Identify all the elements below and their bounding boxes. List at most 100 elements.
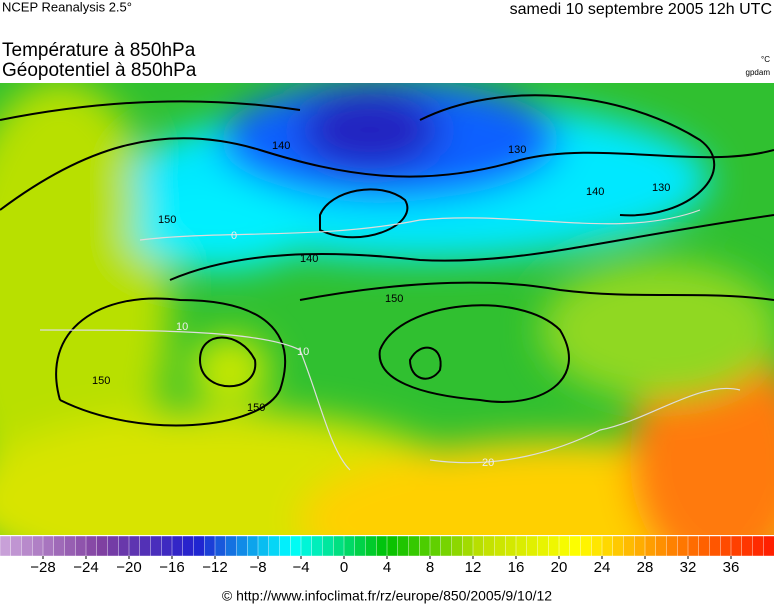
colorbar-cell xyxy=(75,535,87,557)
colorbar-cell xyxy=(687,535,700,557)
colorbar-cell xyxy=(214,535,227,557)
colorbar-cell xyxy=(386,535,399,557)
contour-label: 150 xyxy=(385,293,403,305)
contour-label: 20 xyxy=(482,457,494,469)
colorbar-cell xyxy=(698,535,711,557)
colorbar-cell xyxy=(193,535,205,557)
colorbar-cell xyxy=(365,535,377,557)
contour-label: 130 xyxy=(508,144,526,156)
contour-label: 140 xyxy=(586,186,604,198)
colorbar-cell xyxy=(741,535,754,557)
colorbar-cell xyxy=(655,535,668,557)
colorbar-cell xyxy=(96,535,109,557)
colorbar-cell xyxy=(494,535,506,557)
colorbar-cell xyxy=(21,535,33,557)
colorbar-cell xyxy=(322,535,334,557)
colorbar-cell xyxy=(730,535,743,557)
colorbar-cell xyxy=(515,535,528,557)
colorbar-tick-label: −8 xyxy=(249,559,266,576)
colorbar-cell xyxy=(429,535,442,557)
colorbar-cell xyxy=(472,535,485,557)
colorbar-cell xyxy=(763,535,774,557)
colorbar-tick-label: 4 xyxy=(383,559,391,576)
colorbar-cell xyxy=(161,535,173,557)
colorbar-tick-label: −16 xyxy=(159,559,184,576)
colorbar-cell xyxy=(677,535,689,557)
colorbar-cell xyxy=(397,535,410,557)
colorbar-cell xyxy=(236,535,248,557)
colorbar-tick-label: −24 xyxy=(73,559,98,576)
colorbar-cell xyxy=(53,535,66,557)
unit-geopotential: gpdam xyxy=(746,68,771,77)
colorbar-cell xyxy=(591,535,603,557)
title-geopotential: Géopotentiel à 850hPa xyxy=(2,60,197,81)
colorbar-cell xyxy=(569,535,582,557)
colorbar-cell xyxy=(118,535,130,557)
contour-label: 140 xyxy=(300,253,318,265)
colorbar-cell xyxy=(666,535,678,557)
colorbar-cell xyxy=(150,535,162,557)
colorbar-tick-label: −20 xyxy=(116,559,141,576)
colorbar-cell xyxy=(451,535,463,557)
contour-label: 130 xyxy=(652,182,670,194)
source: NCEP Reanalysis 2.5° xyxy=(2,0,132,14)
colorbar-cell xyxy=(225,535,238,557)
colorbar-cell xyxy=(85,535,98,557)
colorbar-cell xyxy=(171,535,184,557)
contour-label: 150 xyxy=(158,214,176,226)
contour-label: 10 xyxy=(297,346,309,358)
colorbar-cell xyxy=(623,535,635,557)
colorbar-cell xyxy=(107,535,119,557)
colorbar-cell xyxy=(300,535,313,557)
colorbar-tick-label: 12 xyxy=(465,559,482,576)
colorbar-cell xyxy=(343,535,356,557)
colorbar-cell xyxy=(354,535,367,557)
colorbar-cell xyxy=(505,535,517,557)
colorbar-cell xyxy=(10,535,23,557)
contour-label: 0 xyxy=(231,230,237,242)
colorbar-cell xyxy=(182,535,195,557)
colorbar-cell xyxy=(376,535,388,557)
colorbar-cell xyxy=(440,535,453,557)
colorbar-cell xyxy=(42,535,55,557)
colorbar-tick-label: 24 xyxy=(594,559,611,576)
colorbar-cell xyxy=(644,535,657,557)
colorbar-cell xyxy=(311,535,324,557)
unit-temperature: °C xyxy=(761,55,770,64)
colorbar-tick-label: 16 xyxy=(508,559,525,576)
colorbar-cell xyxy=(408,535,420,557)
colorbar-cell xyxy=(247,535,259,557)
colorbar-tick-label: 32 xyxy=(680,559,697,576)
colorbar-cell xyxy=(279,535,291,557)
colorbar-cell xyxy=(139,535,152,557)
footer: © http://www.infoclimat.fr/rz/europe/850… xyxy=(222,588,552,604)
colorbar-tick-label: −28 xyxy=(30,559,55,576)
colorbar-tick-label: 20 xyxy=(551,559,568,576)
contour-label: 150 xyxy=(92,375,110,387)
colorbar-tick-label: 28 xyxy=(637,559,654,576)
colorbar-cell xyxy=(64,535,76,557)
colorbar-cell xyxy=(483,535,496,557)
contour-label: 150 xyxy=(247,402,265,414)
colorbar-cell xyxy=(290,535,302,557)
colorbar-cell xyxy=(268,535,281,557)
contour-label: 140 xyxy=(272,140,290,152)
colorbar-cell xyxy=(720,535,732,557)
colorbar-cell xyxy=(709,535,721,557)
colorbar-cell xyxy=(537,535,549,557)
colorbar-cell xyxy=(580,535,592,557)
colorbar-cell xyxy=(601,535,614,557)
colorbar-cell xyxy=(32,535,44,557)
contour-label: 10 xyxy=(176,321,188,333)
colorbar-cell xyxy=(204,535,216,557)
colorbar-cell xyxy=(526,535,539,557)
colorbar-cell xyxy=(419,535,431,557)
map: 140 130 130 140 140 150 150 150 150 0 10… xyxy=(0,83,774,535)
colorbar-cell xyxy=(257,535,270,557)
colorbar-cell xyxy=(548,535,560,557)
colorbar-cell xyxy=(612,535,625,557)
colorbar-cell xyxy=(558,535,571,557)
colorbar-cell xyxy=(634,535,646,557)
colorbar-cell xyxy=(752,535,764,557)
